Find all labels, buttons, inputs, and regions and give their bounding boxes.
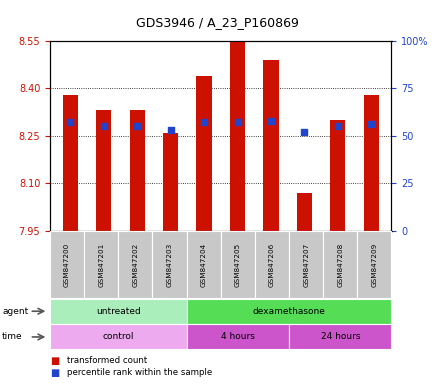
Text: GSM847204: GSM847204 <box>200 242 206 286</box>
Text: GSM847209: GSM847209 <box>371 242 377 286</box>
Bar <box>196 76 211 231</box>
Bar <box>263 60 278 231</box>
Text: 24 hours: 24 hours <box>320 333 359 341</box>
Text: GSM847206: GSM847206 <box>268 242 274 286</box>
Point <box>367 121 374 127</box>
Text: GSM847202: GSM847202 <box>132 242 138 286</box>
Text: GSM847205: GSM847205 <box>234 242 240 286</box>
Text: GDS3946 / A_23_P160869: GDS3946 / A_23_P160869 <box>136 16 298 29</box>
Bar <box>330 120 345 231</box>
Point <box>300 129 307 135</box>
Bar <box>62 94 77 231</box>
Bar <box>296 193 311 231</box>
Bar <box>129 111 144 231</box>
Text: GSM847200: GSM847200 <box>64 242 70 286</box>
Text: GSM847207: GSM847207 <box>302 242 309 286</box>
Bar <box>96 111 111 231</box>
Text: GSM847203: GSM847203 <box>166 242 172 286</box>
Point <box>100 123 107 129</box>
Point <box>267 118 274 124</box>
Text: ■: ■ <box>50 368 59 378</box>
Point <box>334 123 341 129</box>
Text: GSM847208: GSM847208 <box>336 242 342 286</box>
Point <box>66 119 73 126</box>
Point <box>200 119 207 126</box>
Point <box>167 127 174 133</box>
Text: 4 hours: 4 hours <box>220 333 254 341</box>
Text: percentile rank within the sample: percentile rank within the sample <box>67 369 212 377</box>
Bar <box>163 132 178 231</box>
Bar <box>230 41 244 231</box>
Text: untreated: untreated <box>96 307 140 316</box>
Text: dexamethasone: dexamethasone <box>252 307 325 316</box>
Text: ■: ■ <box>50 356 59 366</box>
Text: GSM847201: GSM847201 <box>98 242 104 286</box>
Text: agent: agent <box>2 307 28 316</box>
Bar <box>363 94 378 231</box>
Text: control: control <box>102 333 134 341</box>
Text: time: time <box>2 333 23 341</box>
Point <box>233 119 240 126</box>
Point <box>133 123 140 129</box>
Text: transformed count: transformed count <box>67 356 147 365</box>
